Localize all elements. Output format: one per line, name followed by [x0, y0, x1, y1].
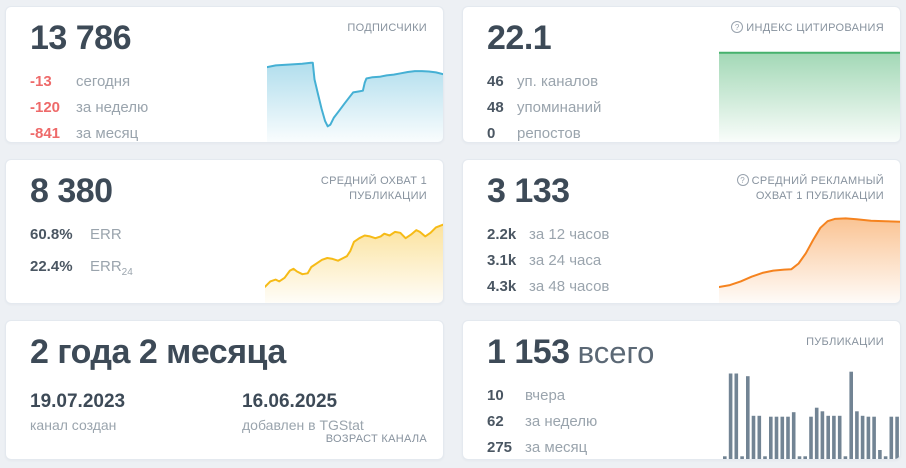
- avg-reach-value: 8 380: [30, 172, 113, 210]
- card-title-ad-reach: ? СРЕДНИЙ РЕКЛАМНЫЙ ОХВАТ 1 ПУБЛИКАЦИИ: [704, 174, 884, 204]
- subscribers-stats: -13 сегодня -120 за неделю -841 за месяц: [30, 69, 149, 142]
- ad-reach-sparkline: [719, 217, 900, 303]
- card-title-subscribers: ПОДПИСЧИКИ: [347, 22, 427, 34]
- card-avg-post-reach[interactable]: 8 380 СРЕДНИЙ ОХВАТ 1 ПУБЛИКАЦИИ 60.8% ER…: [5, 159, 444, 304]
- stat-row: 48 упоминаний: [487, 99, 602, 116]
- avg-reach-sparkline: [265, 223, 443, 303]
- card-avg-ad-reach[interactable]: 3 133 ? СРЕДНИЙ РЕКЛАМНЫЙ ОХВАТ 1 ПУБЛИКА…: [462, 159, 901, 304]
- publications-stats: 10 вчера 62 за неделю 275 за месяц: [487, 383, 598, 459]
- card-citation-index[interactable]: 22.1 ? ИНДЕКС ЦИТИРОВАНИЯ 46 уп. каналов 4…: [462, 6, 901, 143]
- card-title-citation-index: ? ИНДЕКС ЦИТИРОВАНИЯ: [731, 21, 884, 36]
- stat-row: 4.3k за 48 часов: [487, 278, 610, 295]
- card-title-channel-age: ВОЗРАСТ КАНАЛА: [325, 433, 427, 445]
- stat-row: -841 за месяц: [30, 125, 139, 142]
- date-created: 19.07.2023 канал создан: [30, 391, 126, 433]
- card-subscribers[interactable]: 13 786 ПОДПИСЧИКИ -13 сегодня -120 за неде…: [5, 6, 444, 143]
- stat-row: 0 репостов: [487, 125, 581, 142]
- stat-row: 62 за неделю: [487, 413, 598, 430]
- citation-stats: 46 уп. каналов 48 упоминаний 0 репостов: [487, 69, 602, 142]
- stat-row: 46 уп. каналов: [487, 73, 599, 90]
- stat-row: 275 за месяц: [487, 439, 588, 456]
- stat-row: -120 за неделю: [30, 99, 149, 116]
- err-stats: 60.8% ERR 22.4% ERR24: [30, 222, 133, 286]
- stat-row: 3.1k за 24 часа: [487, 252, 602, 269]
- citation-sparkline: [719, 51, 900, 142]
- channel-dates: 19.07.2023 канал создан 16.06.2025 добав…: [30, 391, 443, 433]
- channel-age-value: 2 года 2 месяца: [30, 333, 286, 371]
- publications-total: 1 153 всего: [487, 333, 655, 371]
- ad-reach-stats: 2.2k за 12 часов 3.1k за 24 часа 4.3k за 48…: [487, 222, 609, 300]
- help-icon[interactable]: ?: [731, 21, 744, 33]
- card-title-avg-reach: СРЕДНИЙ ОХВАТ 1 ПУБЛИКАЦИИ: [320, 175, 427, 202]
- stat-row: 2.2k за 12 часов: [487, 226, 610, 243]
- date-added-tgstat: 16.06.2025 добавлен в TGStat: [242, 391, 364, 433]
- subscribers-sparkline: [267, 61, 443, 142]
- stat-row: 10 вчера: [487, 387, 566, 404]
- ad-reach-value: 3 133: [487, 172, 570, 210]
- stat-row: 60.8% ERR: [30, 226, 122, 243]
- stat-row: 22.4% ERR24: [30, 258, 133, 278]
- card-title-publications: ПУБЛИКАЦИИ: [806, 336, 884, 348]
- help-icon[interactable]: ?: [736, 174, 749, 186]
- publications-bar-chart: [723, 371, 899, 459]
- subscribers-count: 13 786: [30, 19, 132, 57]
- card-publications[interactable]: 1 153 всего ПУБЛИКАЦИИ 10 вчера 62 за недел…: [462, 320, 901, 460]
- citation-index-value: 22.1: [487, 19, 552, 57]
- stat-row: -13 сегодня: [30, 73, 131, 90]
- card-channel-age[interactable]: 2 года 2 месяца 19.07.2023 канал создан …: [5, 320, 444, 460]
